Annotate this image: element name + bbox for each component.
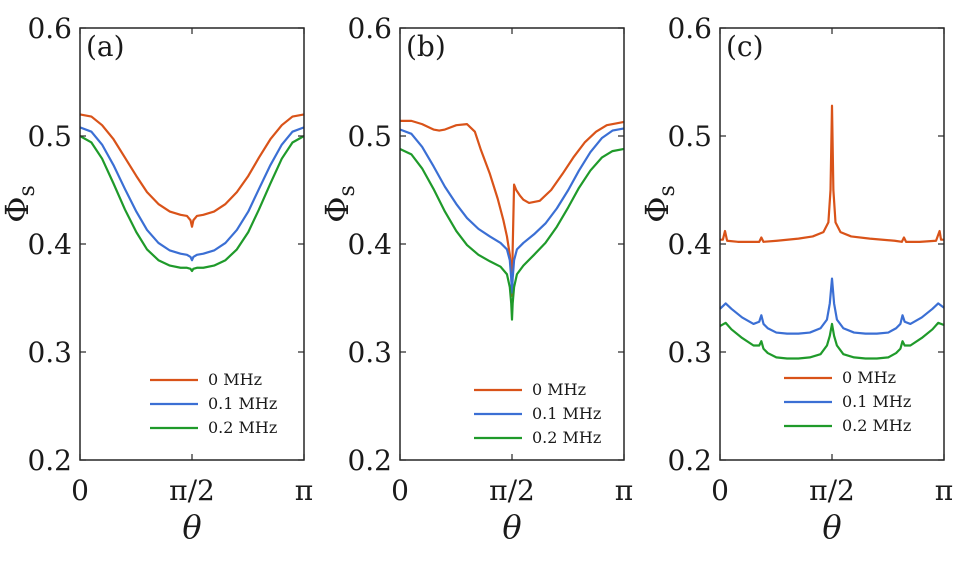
- panel-label: (b): [406, 30, 446, 63]
- y-tick-label: 0.3: [27, 336, 72, 369]
- chart-panel-1: 0.2 0.3 0.4 0.5 0.6 0 π/2 π θ Φs (a) 0 MHz 0.1 MHz 0.…: [0, 12, 313, 546]
- y-axis-label-symbol: Φ: [638, 197, 676, 223]
- y-tick-label: 0.5: [27, 120, 72, 153]
- x-tick-label: 0: [71, 474, 89, 507]
- y-tick-label: 0.3: [667, 336, 712, 369]
- y-tick-label: 0.4: [667, 228, 712, 261]
- panel-label: (a): [86, 30, 125, 63]
- y-tick-label: 0.2: [27, 444, 72, 477]
- x-axis-label: θ: [822, 508, 841, 546]
- x-tick-label: 0: [391, 474, 409, 507]
- y-tick-label: 0.6: [27, 12, 72, 45]
- x-axis-label: θ: [182, 508, 201, 546]
- legend-label: 0.2 MHz: [842, 416, 911, 435]
- y-axis-label-symbol: Φ: [318, 197, 356, 223]
- series-line-2-3: [399, 147, 625, 321]
- legend-label: 0.1 MHz: [208, 394, 277, 413]
- series-line-2-2: [399, 127, 625, 294]
- y-tick-label: 0.4: [347, 228, 392, 261]
- y-tick-label: 0.2: [667, 444, 712, 477]
- legend-label: 0 MHz: [208, 370, 262, 389]
- y-tick-label: 0.6: [347, 12, 392, 45]
- series-line-2-1: [400, 119, 625, 297]
- legend-label: 0.1 MHz: [532, 404, 601, 423]
- legend-label: 0.2 MHz: [532, 428, 601, 447]
- y-axis-label: Φs: [0, 185, 40, 223]
- series-line-1-1: [79, 113, 305, 228]
- y-tick-label: 0.5: [347, 120, 392, 153]
- series-line-1-3: [79, 135, 305, 273]
- x-tick-label: π/2: [169, 474, 215, 507]
- y-axis-label-symbol: Φ: [0, 197, 36, 223]
- legend-label: 0.1 MHz: [842, 392, 911, 411]
- y-axis-label-subscript: s: [655, 185, 680, 196]
- y-tick-label: 0.5: [667, 120, 712, 153]
- series-line-1-2: [79, 126, 305, 262]
- legend-label: 0.2 MHz: [208, 418, 277, 437]
- chart-panel-2: 0.2 0.3 0.4 0.5 0.6 0 π/2 π θ Φs (b) 0 MHz 0.1 MHz 0.…: [318, 12, 633, 546]
- legend-label: 0 MHz: [842, 368, 896, 387]
- y-tick-label: 0.6: [667, 12, 712, 45]
- legend-label: 0 MHz: [532, 380, 586, 399]
- y-axis-label-subscript: s: [15, 185, 40, 196]
- y-tick-label: 0.2: [347, 444, 392, 477]
- series-line-3-1: [720, 104, 944, 243]
- series-line-3-2: [719, 277, 945, 335]
- panel-label: (c): [726, 30, 764, 63]
- x-tick-label: π/2: [489, 474, 535, 507]
- series-line-3-3: [719, 321, 945, 360]
- x-tick-label: π: [615, 474, 633, 507]
- y-tick-label: 0.3: [347, 336, 392, 369]
- x-tick-label: π: [295, 474, 313, 507]
- y-axis-label-subscript: s: [335, 185, 360, 196]
- x-tick-label: 0: [711, 474, 729, 507]
- x-tick-label: π/2: [809, 474, 855, 507]
- y-axis-label: Φs: [318, 185, 360, 223]
- x-axis-label: θ: [502, 508, 521, 546]
- x-tick-label: π: [935, 474, 953, 507]
- chart-panel-3: 0.2 0.3 0.4 0.5 0.6 0 π/2 π θ Φs (c) 0 MHz 0.1 MHz 0.…: [638, 12, 953, 546]
- y-axis-label: Φs: [638, 185, 680, 223]
- y-tick-label: 0.4: [27, 228, 72, 261]
